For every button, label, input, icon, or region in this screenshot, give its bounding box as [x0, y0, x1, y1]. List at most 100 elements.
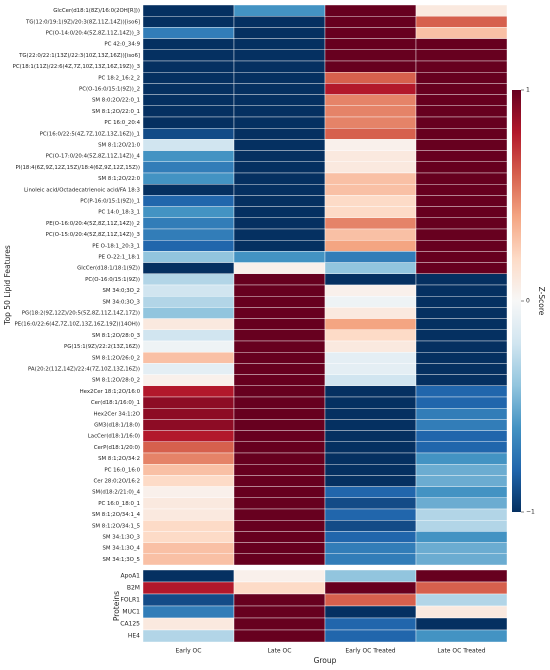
heatmap-cell	[324, 60, 417, 73]
heatmap-cell	[415, 83, 508, 95]
heatmap-cell	[233, 396, 326, 409]
heatmap-cell	[324, 352, 417, 364]
heatmap-cell	[415, 475, 508, 487]
heatmap-cell	[142, 296, 235, 308]
heatmap-cell	[142, 172, 235, 185]
heatmap-cell	[142, 617, 235, 631]
heatmap-cell	[233, 206, 326, 219]
heatmap-cell	[415, 228, 508, 241]
colorbar-tick-label: 0	[526, 298, 530, 305]
row-label: PC 18:2_16:2_2	[98, 75, 140, 81]
row-label: PE(16:0/22:6(4Z,7Z,10Z,13Z,16Z,19Z)(14OH…	[15, 322, 140, 328]
heatmap-cell	[142, 284, 235, 297]
heatmap-cell	[415, 16, 508, 28]
heatmap-cell	[415, 363, 508, 375]
row-label: PC 42:0_34:9	[104, 42, 140, 48]
heatmap-cell	[142, 60, 235, 73]
row-label: SM 8:1;2O/28:0_3	[92, 333, 140, 339]
heatmap-cell	[233, 464, 326, 476]
heatmap-cell	[324, 441, 417, 454]
colorbar-tick-label: −1	[526, 509, 535, 516]
heatmap-cell	[415, 273, 508, 286]
heatmap-cell	[415, 139, 508, 151]
heatmap-cell	[415, 569, 508, 583]
heatmap-cell	[415, 464, 508, 476]
heatmap-cell	[415, 419, 508, 431]
row-label: TG(22:0/22:1(13Z)/22:3(10Z,13Z,16Z))[iso…	[18, 53, 140, 59]
heatmap-cell	[233, 329, 326, 342]
heatmap-cell	[324, 273, 417, 286]
heatmap-cell	[324, 139, 417, 151]
x-tick-label: Early OC	[176, 648, 202, 655]
row-label: PC 16:0_16:0	[104, 467, 140, 473]
heatmap-cell	[233, 116, 326, 129]
heatmap-cell	[233, 105, 326, 118]
heatmap-cell	[415, 195, 508, 207]
heatmap-cell	[233, 374, 326, 387]
heatmap-cell	[415, 617, 508, 631]
heatmap-cell	[415, 441, 508, 454]
heatmap-cell	[324, 239, 417, 252]
colorbar	[512, 90, 521, 512]
heatmap-cell	[415, 262, 508, 275]
colorbar-tick-label: 1	[526, 87, 530, 94]
heatmap-cell	[324, 408, 417, 420]
heatmap-cell	[142, 475, 235, 487]
heatmap-cell	[142, 16, 235, 28]
row-label: LacCer(d18:1/16:0)	[88, 434, 140, 440]
heatmap-cell	[142, 452, 235, 465]
heatmap-cell	[142, 531, 235, 543]
heatmap-cell	[142, 396, 235, 409]
row-label: SM 34:1;3O_4	[102, 546, 140, 552]
heatmap-cell	[142, 542, 235, 554]
heatmap-cell	[142, 71, 235, 84]
heatmap-cell	[142, 273, 235, 286]
heatmap-cell	[415, 352, 508, 364]
heatmap-cell	[324, 464, 417, 476]
heatmap-cell	[142, 251, 235, 263]
x-tick-label: Early OC Treated	[345, 648, 395, 655]
heatmap-cell	[142, 464, 235, 476]
heatmap-cell	[415, 38, 508, 50]
heatmap-cell	[233, 94, 326, 106]
x-tick-label: Late OC Treated	[437, 648, 485, 655]
heatmap-cell	[233, 486, 326, 499]
heatmap-cell	[233, 172, 326, 185]
heatmap-cell	[142, 139, 235, 151]
heatmap-cell	[415, 553, 508, 566]
heatmap-cell	[142, 497, 235, 510]
heatmap-cell	[233, 27, 326, 39]
row-label: PC(16:0/22:5(4Z,7Z,10Z,13Z,16Z))_1	[40, 131, 140, 137]
heatmap-cell	[233, 150, 326, 163]
row-label: PE(O-16:0/20:4(5Z,8Z,11Z,14Z))_2	[46, 221, 140, 227]
heatmap-cell	[415, 116, 508, 129]
heatmap-cell	[233, 139, 326, 151]
heatmap-cell	[415, 239, 508, 252]
heatmap-cell	[324, 27, 417, 39]
heatmap-cell	[324, 161, 417, 174]
heatmap-cell	[415, 396, 508, 409]
heatmap-cell	[415, 4, 508, 17]
heatmap-cell	[324, 396, 417, 409]
heatmap-cell	[233, 508, 326, 521]
heatmap-cell	[142, 629, 235, 643]
heatmap-cell	[233, 273, 326, 286]
heatmap-cell	[415, 127, 508, 140]
heatmap-cell	[142, 593, 235, 607]
heatmap-cell	[324, 629, 417, 643]
heatmap-cell	[415, 296, 508, 308]
heatmap-cell	[415, 60, 508, 73]
heatmap-cell	[233, 542, 326, 554]
row-label: PC(O-14:0/20:4(5Z,8Z,11Z,14Z))_3	[46, 31, 140, 37]
row-label: MUC1	[122, 609, 140, 616]
heatmap-cell	[142, 228, 235, 241]
heatmap-cell	[233, 251, 326, 263]
row-label: SM(d18:2/21:0)_4	[92, 490, 140, 496]
heatmap-cell	[142, 94, 235, 106]
row-label: SM 34:1;3O_5	[102, 557, 140, 563]
heatmap-cell	[324, 452, 417, 465]
heatmap-cell	[142, 520, 235, 532]
heatmap-cell	[233, 340, 326, 353]
heatmap-cell	[142, 27, 235, 39]
